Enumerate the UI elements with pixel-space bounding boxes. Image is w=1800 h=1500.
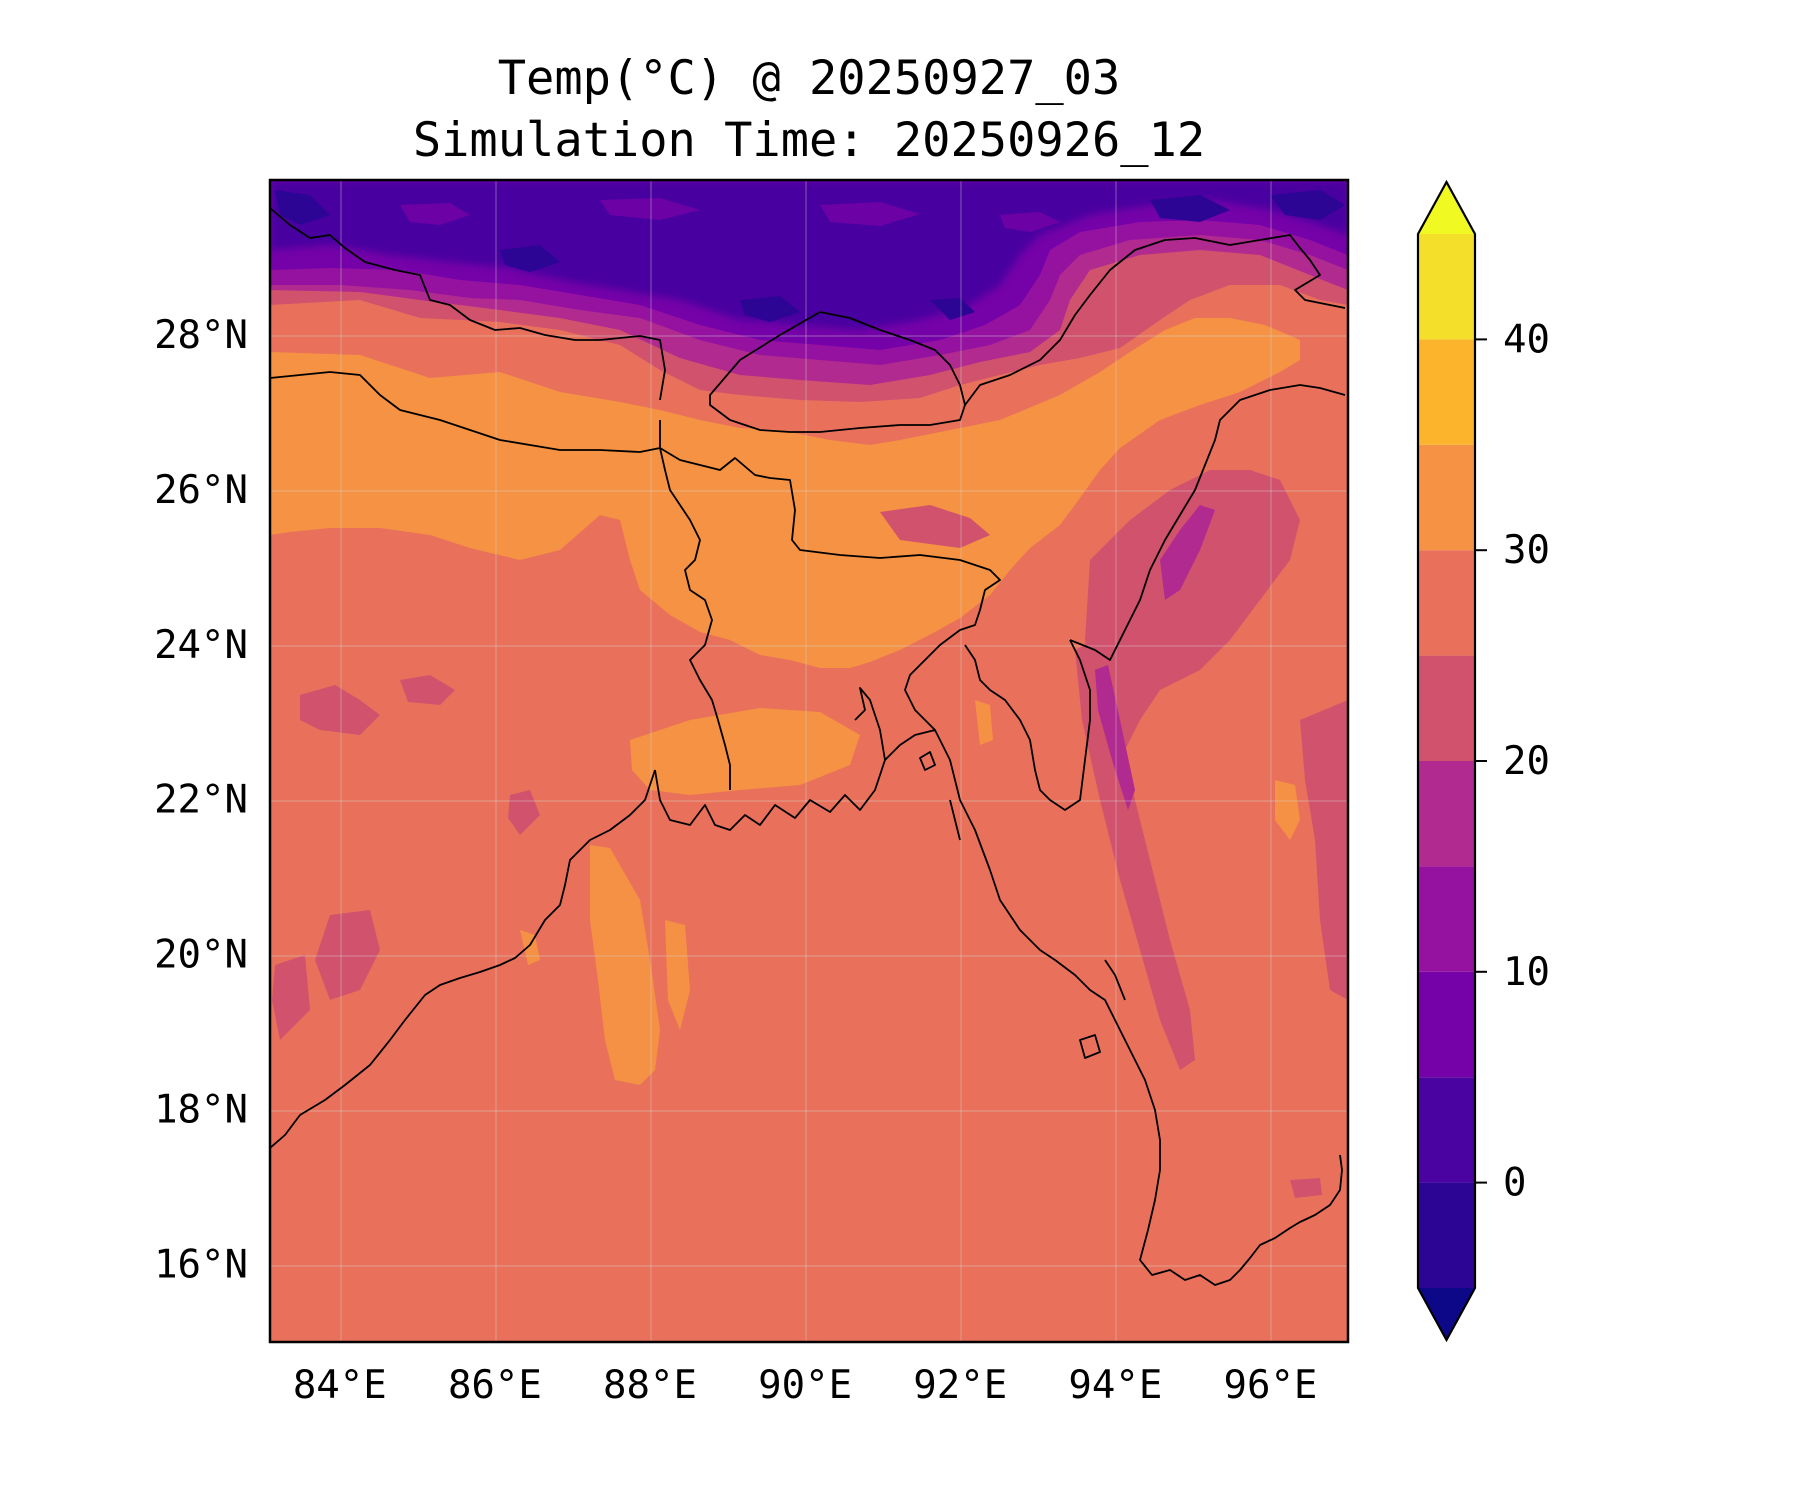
- gridlines: [270, 180, 1348, 1342]
- lat-tick-label: 24°N: [154, 623, 248, 668]
- temp-band-20-25-hills: [1085, 470, 1300, 760]
- lat-tick-label: 18°N: [154, 1088, 248, 1133]
- temp-band-20-25-arakan: [1075, 640, 1195, 1070]
- colorbar-tick-label: 10: [1503, 950, 1550, 995]
- colorbar-extend-under: [1418, 1288, 1475, 1340]
- colorbar-level: [1418, 444, 1475, 551]
- border-china-india: [964, 234, 1346, 406]
- lon-tick-label: 86°E: [448, 1363, 542, 1408]
- lon-tick-label: 84°E: [293, 1363, 387, 1408]
- temp-band-15-20-ranges: [1095, 505, 1215, 810]
- lon-tick-label: 96°E: [1223, 1363, 1317, 1408]
- lat-tick-label: 28°N: [154, 313, 248, 358]
- lat-tick-label: 20°N: [154, 933, 248, 978]
- lat-tick-label: 22°N: [154, 778, 248, 823]
- temp-band-30-35-sundarbans: [630, 708, 860, 795]
- lat-tick-label: 16°N: [154, 1243, 248, 1288]
- title-block: Temp(°C) @ 20250927_03 Simulation Time: …: [270, 48, 1348, 172]
- map-plot-area: [268, 178, 1350, 1344]
- colorbar-outline: [1416, 179, 1477, 1343]
- colorbar: 0 10 20 30 40: [1416, 179, 1550, 1343]
- colorbar-level: [1418, 339, 1475, 445]
- temperature-field: [270, 180, 1348, 1342]
- coastline-bangladesh-myanmar: [884, 729, 1343, 1286]
- map-frame: [268, 178, 1350, 1344]
- colorbar-extend-over: [1418, 182, 1475, 234]
- temp-band-20-25-patches: [272, 505, 990, 1040]
- coastline-india-east: [270, 769, 656, 1149]
- colorbar-level: [1418, 761, 1475, 867]
- lat-tick-label: 26°N: [154, 468, 248, 513]
- map-subtitle: Simulation Time: 20250926_12: [412, 113, 1206, 168]
- colorbar-tick-label: 0: [1503, 1161, 1526, 1206]
- temp-band-0-5-himalaya: [270, 180, 1348, 330]
- colorbar-level: [1418, 655, 1475, 761]
- lon-tick-label: 90°E: [758, 1363, 852, 1408]
- colorbar-level: [1418, 1077, 1475, 1183]
- latitude-ticks: 16°N 18°N 20°N 22°N 24°N 26°N 28°N: [154, 313, 248, 1288]
- colorbar-tick-label: 20: [1503, 739, 1550, 784]
- border-india-nepal: [270, 207, 666, 401]
- colorbar-level: [1418, 971, 1475, 1078]
- lon-tick-label: 92°E: [913, 1363, 1007, 1408]
- temp-band-20-25-east: [1290, 700, 1348, 1198]
- colorbar-level: [1418, 1182, 1475, 1288]
- map-title: Temp(°C) @ 20250927_03: [497, 51, 1121, 106]
- border-bangladesh-west: [659, 447, 731, 790]
- colorbar-tick-label: 40: [1503, 317, 1550, 362]
- colorbar-tick-label: 30: [1503, 528, 1550, 573]
- border-nepal-south: [270, 371, 661, 453]
- lon-tick-label: 94°E: [1068, 1363, 1162, 1408]
- colorbar-level: [1418, 866, 1475, 972]
- coastlines-borders: [270, 207, 1346, 1286]
- border-bangladesh: [659, 447, 1001, 731]
- island-coastline: [919, 751, 1126, 1059]
- temp-band-5-10-streaks: [400, 198, 1060, 232]
- temp-band-30-35: [270, 318, 1300, 668]
- coastline-sundarbans: [654, 687, 886, 831]
- longitude-ticks: 84°E 86°E 88°E 90°E 92°E 94°E 96°E: [293, 1363, 1318, 1408]
- colorbar-level: [1418, 550, 1475, 656]
- border-india-myanmar: [964, 639, 1091, 811]
- colorbar-level: [1418, 234, 1475, 340]
- lon-tick-label: 88°E: [603, 1363, 697, 1408]
- border-myanmar-north: [1069, 384, 1346, 661]
